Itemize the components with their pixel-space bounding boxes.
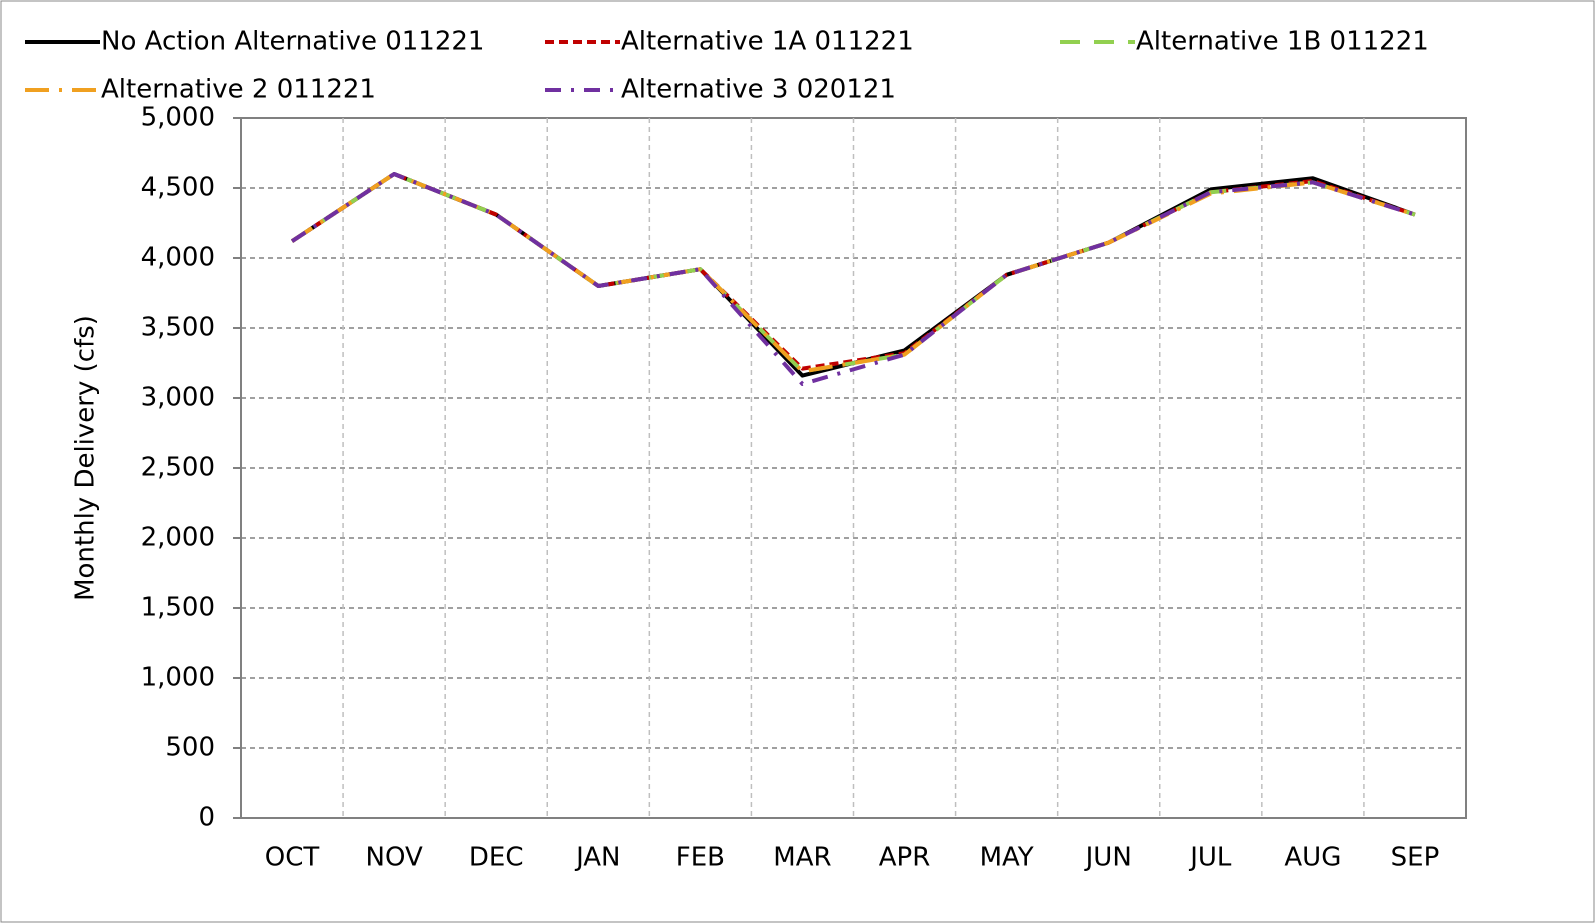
x-tick-label: DEC	[469, 843, 524, 873]
x-tick-label: NOV	[366, 843, 423, 873]
series-line	[290, 172, 1416, 374]
x-tick-label: SEP	[1391, 843, 1440, 873]
legend-label: Alternative 1B 011221	[1136, 27, 1429, 57]
x-tick-label: APR	[879, 843, 931, 873]
x-tick-label: FEB	[676, 843, 725, 873]
legend-label: Alternative 1A 011221	[621, 27, 914, 57]
legend-label: No Action Alternative 011221	[101, 27, 484, 57]
y-tick-label: 5,000	[141, 103, 215, 133]
y-tick-label: 1,000	[141, 663, 215, 693]
y-tick-label: 4,000	[141, 243, 215, 273]
y-tick-label: 2,000	[141, 523, 215, 553]
x-tick-label: OCT	[265, 843, 320, 873]
y-tick-label: 0	[198, 803, 215, 833]
y-tick-label: 3,000	[141, 383, 215, 413]
y-axis-label: Monthly Delivery (cfs)	[71, 315, 101, 601]
y-tick-label: 500	[165, 733, 215, 763]
x-tick-label: MAR	[773, 843, 831, 873]
legend-label: Alternative 2 011221	[101, 75, 376, 105]
series-line	[290, 172, 1416, 386]
y-tick-label: 2,500	[141, 453, 215, 483]
x-tick-label: JAN	[574, 843, 620, 873]
y-tick-label: 3,500	[141, 313, 215, 343]
x-tick-label: JUN	[1084, 843, 1132, 873]
legend-label: Alternative 3 020121	[621, 75, 896, 105]
y-tick-label: 4,500	[141, 173, 215, 203]
x-tick-label: AUG	[1284, 843, 1341, 873]
x-tick-label: MAY	[980, 843, 1034, 873]
x-tick-label: JUL	[1188, 843, 1232, 873]
y-tick-label: 1,500	[141, 593, 215, 623]
